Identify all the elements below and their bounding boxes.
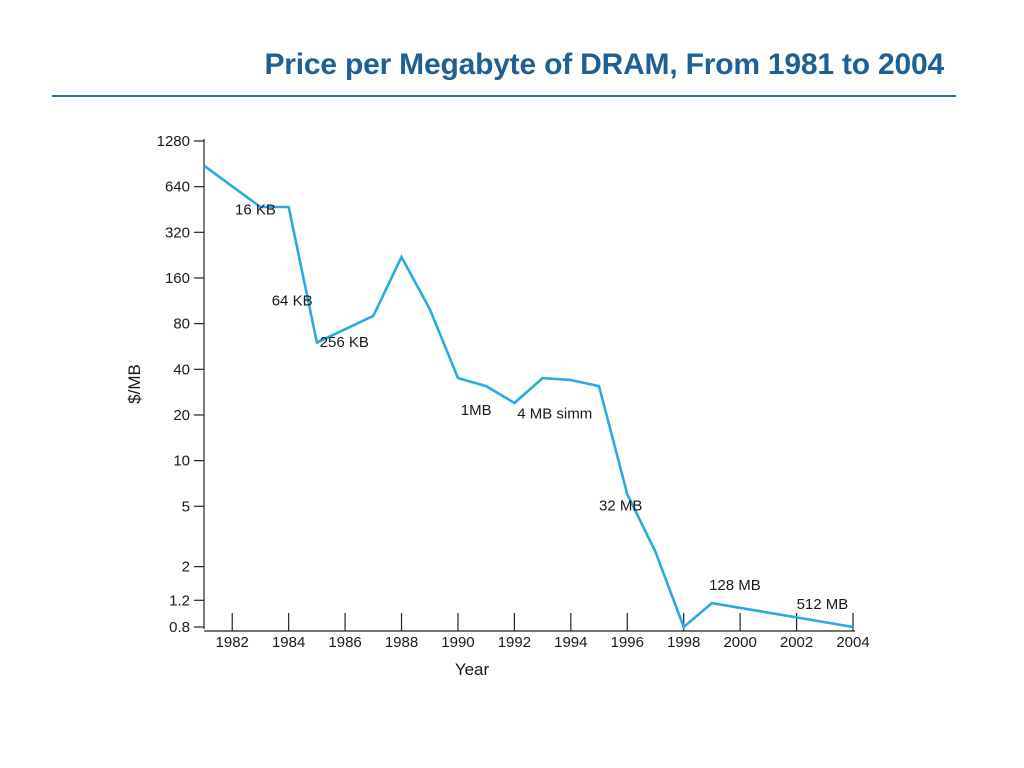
y-axis: 1280 640 320 160 80 40 20 10 5 2 1.2 0.8: [157, 133, 205, 636]
y-tick-label: 160: [165, 270, 190, 287]
x-tick-label: 1994: [554, 634, 587, 651]
annotation-label: 128 MB: [709, 577, 761, 594]
y-tick-label: 0.8: [169, 619, 190, 636]
x-tick-label: 1984: [272, 634, 305, 651]
price-series-line: [203, 164, 854, 630]
annotation-label: 1MB: [461, 402, 492, 419]
x-axis: 1982 1984 1986 1988 1990 1992 1994 1996 1998 2000…: [204, 613, 870, 651]
x-tick-label: 1982: [216, 634, 249, 651]
annotation-layer: 16 KB 64 KB 256 KB 1MB 4 MB simm 32 MB 128 MB 5…: [235, 201, 848, 613]
y-tick-label: 80: [173, 316, 190, 333]
x-tick-label: 1988: [385, 634, 418, 651]
x-tick-label: 1986: [328, 634, 361, 651]
series-layer: [203, 164, 854, 630]
y-tick-label: 10: [173, 453, 190, 470]
x-tick-label: 1992: [498, 634, 531, 651]
annotation-label: 32 MB: [599, 497, 642, 514]
y-tick-label: 5: [182, 498, 190, 515]
x-tick-label: 2004: [836, 634, 869, 651]
x-tick-label: 1998: [667, 634, 700, 651]
annotation-label: 16 KB: [235, 201, 276, 218]
annotation-label: 64 KB: [272, 293, 313, 310]
annotation-label: 512 MB: [797, 596, 849, 613]
y-tick-label: 2: [182, 559, 190, 576]
title-rule: [52, 95, 956, 97]
x-tick-label: 2000: [723, 634, 756, 651]
y-tick-label: 320: [165, 224, 190, 241]
y-tick-label: 1280: [157, 133, 190, 150]
x-axis-label: Year: [455, 660, 490, 679]
y-tick-label: 640: [165, 179, 190, 196]
x-tick-label: 2002: [780, 634, 813, 651]
y-axis-label: $/MB: [125, 364, 144, 404]
y-tick-label: 40: [173, 361, 190, 378]
annotation-label: 4 MB simm: [517, 405, 592, 422]
y-tick-label: 1.2: [169, 592, 190, 609]
slide-title: Price per Megabyte of DRAM, From 1981 to…: [264, 48, 944, 81]
y-tick-label: 20: [173, 407, 190, 424]
x-tick-label: 1996: [611, 634, 644, 651]
x-tick-label: 1990: [441, 634, 474, 651]
annotation-label: 256 KB: [320, 334, 369, 351]
